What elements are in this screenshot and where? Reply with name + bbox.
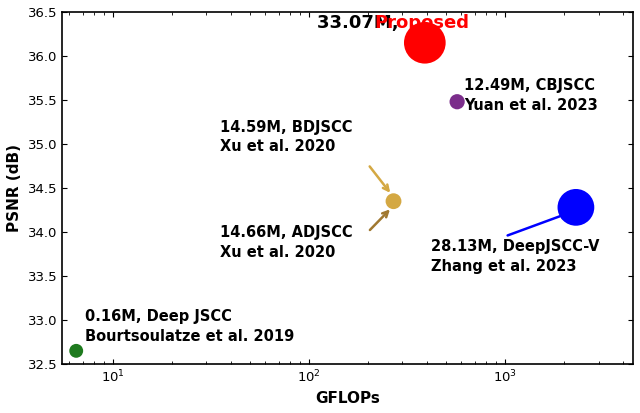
Point — [420, 40, 430, 46]
Text: Proposed: Proposed — [374, 14, 469, 32]
X-axis label: GFLOPs: GFLOPs — [315, 391, 380, 406]
Text: 14.59M, BDJSCC
Xu et al. 2020: 14.59M, BDJSCC Xu et al. 2020 — [220, 119, 352, 154]
Text: 28.13M, DeepJSCC-V
Zhang et al. 2023: 28.13M, DeepJSCC-V Zhang et al. 2023 — [431, 239, 600, 274]
Point — [452, 98, 462, 105]
Text: 14.66M, ADJSCC
Xu et al. 2020: 14.66M, ADJSCC Xu et al. 2020 — [220, 225, 352, 260]
Point — [71, 347, 81, 354]
Y-axis label: PSNR (dB): PSNR (dB) — [7, 144, 22, 232]
Text: 12.49M, CBJSCC
Yuan et al. 2023: 12.49M, CBJSCC Yuan et al. 2023 — [464, 78, 598, 113]
Text: 0.16M, Deep JSCC
Bourtsoulatze et al. 2019: 0.16M, Deep JSCC Bourtsoulatze et al. 20… — [85, 309, 294, 344]
Point — [571, 204, 581, 211]
Text: 33.07M,: 33.07M, — [317, 14, 405, 32]
Point — [388, 198, 399, 204]
